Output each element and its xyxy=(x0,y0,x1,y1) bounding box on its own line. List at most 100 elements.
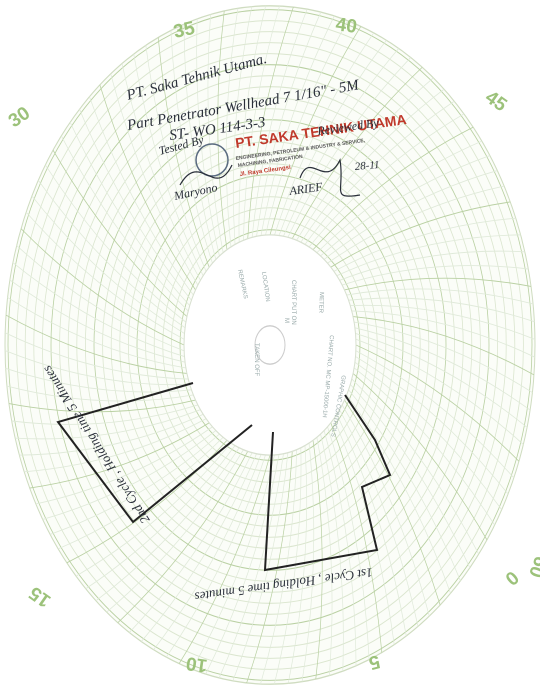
grid-arc xyxy=(12,262,185,357)
grid-arc xyxy=(45,164,187,323)
grid-arc xyxy=(19,413,204,456)
grid-arc xyxy=(316,437,333,676)
grid-arc xyxy=(355,350,515,479)
grid-ring xyxy=(136,174,404,516)
grid-arc xyxy=(320,155,490,257)
grid-arc xyxy=(351,310,535,358)
time-label: 40 xyxy=(334,14,358,38)
grid-arc xyxy=(69,121,190,306)
card-field: METER xyxy=(317,292,324,314)
grid-arc xyxy=(170,30,213,264)
grid-arc xyxy=(35,426,213,505)
grid-arc xyxy=(24,418,207,473)
grid-arc xyxy=(95,447,240,602)
grid-arc xyxy=(38,179,186,329)
grid-arc xyxy=(327,185,505,264)
grid-arc xyxy=(274,447,302,685)
grid-arc xyxy=(52,149,188,317)
grid-arc xyxy=(283,48,399,237)
grid-arc xyxy=(5,314,187,374)
grid-arc xyxy=(346,288,534,305)
grid-arc xyxy=(350,384,471,569)
grid-arc xyxy=(61,135,189,312)
grid-arc xyxy=(5,367,192,393)
date: 28-11 xyxy=(354,159,380,173)
grid-arc xyxy=(327,426,370,660)
grid-arc xyxy=(316,140,482,254)
signature-scribble xyxy=(179,158,361,197)
grid-arc xyxy=(7,297,186,369)
grid-arc xyxy=(333,217,516,272)
grid-arc xyxy=(129,452,253,633)
grid-arc xyxy=(232,452,289,682)
grid-arc xyxy=(308,113,465,248)
grid-arc xyxy=(196,18,220,257)
signature-name: ARIEF xyxy=(287,179,324,198)
grid-arc xyxy=(106,449,244,613)
grid-arc xyxy=(312,440,323,680)
grid-arc xyxy=(58,436,224,550)
grid-ring xyxy=(84,108,456,582)
grid-arc xyxy=(354,361,502,511)
grid-ring xyxy=(179,229,361,461)
grid-arc xyxy=(304,100,455,245)
grid-arc xyxy=(330,201,511,268)
grid-arc xyxy=(352,373,488,541)
grid-arc xyxy=(251,8,308,238)
grid-ring xyxy=(145,185,395,505)
grid-arc xyxy=(348,389,461,582)
grid-ring xyxy=(24,31,516,659)
grid-arc xyxy=(117,451,249,624)
grid-arc xyxy=(145,45,207,272)
grid-arc xyxy=(353,367,495,526)
center-card xyxy=(183,234,357,456)
grid-arc xyxy=(225,8,239,247)
grid-arc xyxy=(355,333,528,428)
time-label: 10 xyxy=(185,652,209,676)
grid-arc xyxy=(232,6,253,245)
grid-arc xyxy=(16,245,185,352)
grid-arc xyxy=(355,338,524,445)
grid-arc xyxy=(348,297,535,323)
grid-arc xyxy=(312,126,474,251)
grid-arc xyxy=(153,454,262,651)
grid-arc xyxy=(323,170,498,260)
grid-arc xyxy=(29,422,210,489)
grid-ring xyxy=(110,141,430,549)
grid-arc xyxy=(75,442,232,577)
card-field: TAKEN OFF xyxy=(253,343,259,377)
grid-arc xyxy=(205,454,280,675)
grid-arc xyxy=(344,399,441,606)
grid-arc xyxy=(85,445,236,590)
grid-arc xyxy=(238,5,266,243)
grid-arc xyxy=(9,279,186,363)
grid-ring xyxy=(59,75,481,615)
grid-arc xyxy=(133,53,204,276)
grid-arc xyxy=(89,96,194,296)
grid-arc xyxy=(79,108,192,301)
grid-arc xyxy=(165,454,266,658)
grid-arc xyxy=(265,20,349,236)
grid-arc xyxy=(274,32,375,236)
grid-arc xyxy=(50,433,220,535)
grid-arc xyxy=(300,88,445,243)
grid-arc xyxy=(336,414,407,637)
card-field: M xyxy=(283,318,289,323)
grid-arc xyxy=(8,399,196,413)
grid-arc xyxy=(339,409,419,627)
grid-ring xyxy=(119,152,421,538)
grid-ring xyxy=(7,9,533,681)
grid-arc xyxy=(354,327,531,411)
grid-arc xyxy=(260,15,335,236)
grid-arc xyxy=(243,5,280,241)
grid-arc xyxy=(341,404,430,617)
grid-arc xyxy=(20,228,185,346)
grid-ring xyxy=(76,97,464,593)
center-hole xyxy=(254,325,286,365)
grid-arc xyxy=(342,265,529,286)
grid-arc xyxy=(99,84,196,291)
grid-ring xyxy=(50,64,490,626)
grid-arc xyxy=(11,404,198,425)
grid-arc xyxy=(351,378,479,555)
grid-arc xyxy=(6,385,194,402)
